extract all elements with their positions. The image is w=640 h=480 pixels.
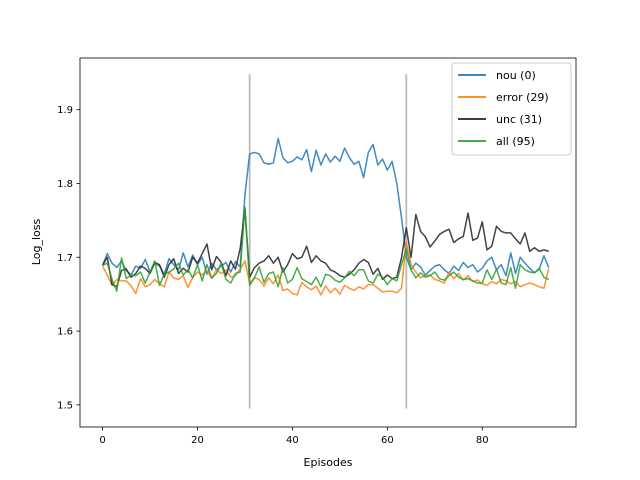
y-tick-label: 1.8	[57, 179, 73, 190]
legend-label-3: unc (31)	[496, 113, 542, 126]
series-lines	[101, 137, 550, 296]
legend-label-1: nou (0)	[496, 69, 536, 82]
legend-label-4: all (95)	[496, 135, 535, 148]
y-axis-ticks: 1.5 1.6 1.7 1.8 1.9	[57, 105, 80, 411]
x-axis-ticks: 0 20 40 60 80	[99, 427, 489, 446]
plot-frame	[79, 57, 577, 428]
y-tick-label: 1.6	[57, 327, 73, 338]
legend-box	[451, 62, 572, 156]
series-line-3	[101, 208, 549, 288]
y-tick-label: 1.7	[57, 253, 73, 264]
legend-label-2: error (29)	[496, 91, 549, 104]
y-axis-label: Log_loss	[30, 219, 43, 266]
x-tick-label: 20	[191, 435, 204, 446]
x-tick-label: 80	[476, 435, 489, 446]
x-tick-label: 40	[286, 435, 299, 446]
y-tick-label: 1.5	[57, 400, 73, 411]
x-tick-label: 60	[381, 435, 394, 446]
x-axis-label: Episodes	[304, 456, 353, 469]
y-tick-label: 1.9	[57, 105, 73, 116]
x-tick-label: 0	[99, 435, 105, 446]
legend: nou (0) error (29) unc (31) all (95)	[451, 62, 572, 156]
series-line-4	[102, 206, 550, 292]
